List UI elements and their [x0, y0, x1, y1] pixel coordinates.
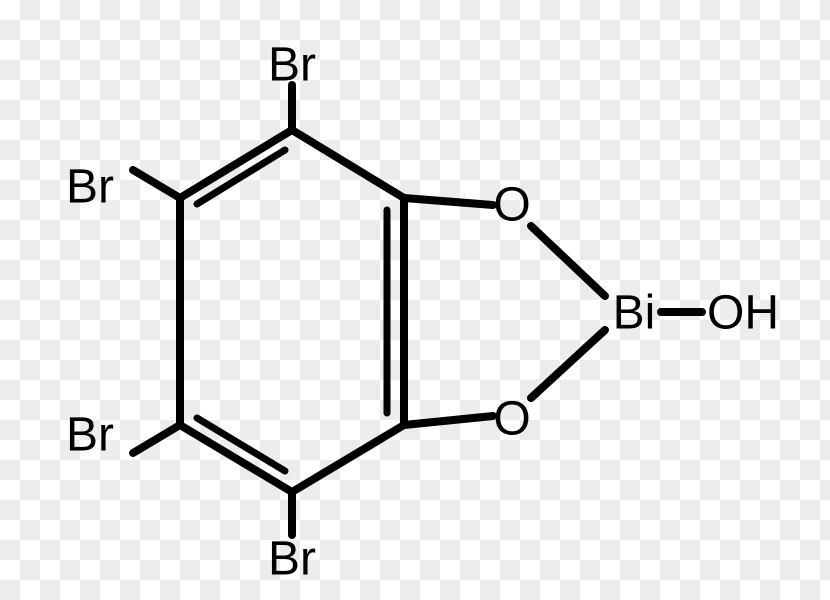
dioxa-bismole — [404, 198, 702, 425]
atom-bi: Bi — [613, 287, 656, 340]
bond-otop-bi — [531, 226, 605, 296]
bond-c7-otop — [404, 198, 493, 205]
atom-br-lower-left: Br — [66, 409, 114, 462]
substituents-br — [133, 85, 292, 535]
benzene-ring — [180, 130, 404, 492]
bond-c7-c1 — [292, 130, 404, 198]
atom-oh: OH — [707, 287, 779, 340]
atom-br-upper-left: Br — [66, 161, 114, 214]
atom-o-top: O — [493, 179, 530, 232]
atom-br-bottom: Br — [268, 533, 316, 586]
atom-br-top: Br — [268, 39, 316, 92]
atom-o-bottom: O — [493, 393, 530, 446]
molecule-svg: Br Br Br Br O O Bi OH — [0, 0, 830, 600]
bond-obot-bi — [531, 330, 605, 398]
bond-c6-obot — [404, 416, 493, 425]
bond-c2-br — [133, 170, 180, 198]
bond-c5-c6 — [292, 425, 404, 492]
bond-c4-br — [133, 425, 180, 453]
bond-c4-c5 — [180, 425, 292, 492]
bond-c1-c2 — [180, 130, 292, 198]
